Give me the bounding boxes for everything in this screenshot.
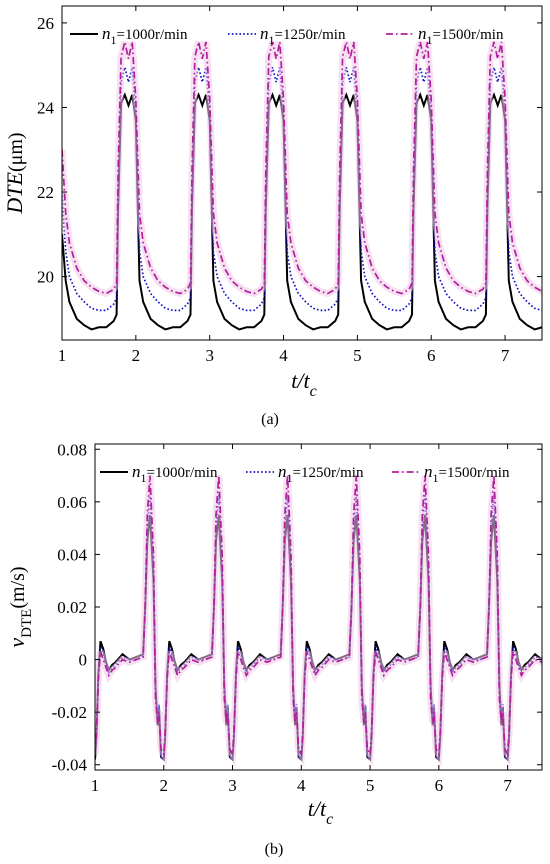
x-tick-label: 1 — [91, 776, 100, 795]
legend-sub: 1 — [427, 33, 433, 47]
legend-item-3: n1=1500r/min — [386, 24, 504, 47]
x-tick-label: 6 — [435, 776, 444, 795]
axes-frame — [61, 5, 543, 341]
x-tick-label: 3 — [205, 346, 214, 365]
legend-var: n — [424, 462, 433, 481]
y-axis-label: DTE(μm) — [2, 132, 27, 214]
panel-caption-text: (b) — [265, 841, 284, 858]
x-tick-label: 3 — [228, 776, 237, 795]
panel-caption: (b) — [265, 841, 284, 858]
x-tick-label: 4 — [279, 346, 288, 365]
legend-var: n — [102, 24, 111, 43]
y-tick-label: 0.02 — [57, 598, 87, 617]
y-axis-label-main: DTE — [2, 171, 27, 214]
x-axis-label-main: t/t — [308, 796, 327, 821]
series-line-3 — [62, 41, 542, 295]
legend-var: n — [278, 462, 287, 481]
legend-rest: =1250r/min — [275, 27, 346, 43]
panel-caption: (a) — [261, 411, 279, 428]
x-axis-label: t/tc — [291, 368, 316, 400]
legend-rest: =1250r/min — [293, 465, 364, 481]
y-tick-label: 0.04 — [57, 545, 87, 564]
y-axis-label: vDTE(m/s) — [4, 566, 35, 647]
y-tick-label: 22 — [37, 183, 54, 202]
legend-rest: =1000r/min — [147, 465, 218, 481]
x-tick-label: 2 — [160, 776, 169, 795]
x-tick-label: 7 — [501, 346, 510, 365]
legend-label: n1=1500r/min — [424, 462, 510, 485]
legend-var: n — [418, 24, 427, 43]
plot-area — [62, 41, 542, 331]
legend-item-3: n1=1500r/min — [392, 462, 510, 485]
legend-sub: 1 — [111, 33, 117, 47]
y-axis-label-unit: (m/s) — [7, 566, 29, 608]
legend-var: n — [260, 24, 269, 43]
y-tick-label: 26 — [37, 14, 54, 33]
x-axis-label-sub: c — [326, 811, 333, 828]
legend-item-1: n1=1000r/min — [70, 24, 188, 47]
x-tick-label: 2 — [132, 346, 141, 365]
legend-sub: 1 — [269, 33, 275, 47]
chart-panel-b: 1 2 3 4 5 6 7 -0.04 -0.02 0 0.02 0.04 0.06 0.08 t/tc vD… — [4, 440, 543, 858]
y-tick-label: -0.04 — [52, 756, 88, 775]
legend-item-2: n1=1250r/min — [228, 24, 346, 47]
y-axis-label-unit: (μm) — [5, 132, 27, 172]
x-tick-label: 6 — [427, 346, 436, 365]
y-axis-label-sub: DTE — [19, 609, 35, 638]
legend-rest: =1500r/min — [439, 465, 510, 481]
x-axis-label-sub: c — [310, 383, 317, 400]
series-halo — [95, 475, 542, 767]
panel-caption-text: (a) — [261, 411, 279, 428]
y-tick-label: 24 — [37, 98, 55, 117]
y-tick-label: 0 — [79, 651, 88, 670]
series-halo — [62, 41, 542, 298]
legend-rest: =1500r/min — [433, 27, 504, 43]
legend-label: n1=1250r/min — [260, 24, 346, 47]
x-tick-label: 1 — [58, 346, 67, 365]
x-tick-label: 5 — [353, 346, 362, 365]
y-axis-label-main: v — [4, 638, 29, 648]
y-tick-label: 0.06 — [57, 493, 87, 512]
legend-label: n1=1250r/min — [278, 462, 364, 485]
x-tick-label: 4 — [297, 776, 306, 795]
legend: n1=1000r/min n1=1250r/min n1=1500r/min — [100, 462, 510, 485]
legend-sub: 1 — [433, 471, 439, 485]
y-tick-label: -0.02 — [52, 703, 87, 722]
legend-sub: 1 — [287, 471, 293, 485]
x-axis-label-main: t/t — [291, 368, 310, 393]
legend-label: n1=1000r/min — [132, 462, 218, 485]
legend-item-1: n1=1000r/min — [100, 462, 218, 485]
y-tick-label: 0.08 — [57, 440, 87, 459]
legend-label: n1=1000r/min — [102, 24, 188, 47]
x-tick-label: 5 — [366, 776, 375, 795]
x-axis-label: t/tc — [308, 796, 333, 828]
y-tick-label: 20 — [37, 268, 54, 287]
legend: n1=1000r/min n1=1250r/min n1=1500r/min — [70, 24, 504, 47]
x-tick-label: 7 — [503, 776, 512, 795]
legend-var: n — [132, 462, 141, 481]
legend-sub: 1 — [141, 471, 147, 485]
legend-label: n1=1500r/min — [418, 24, 504, 47]
legend-rest: =1000r/min — [117, 27, 188, 43]
legend-item-2: n1=1250r/min — [246, 462, 364, 485]
plot-area — [95, 475, 542, 767]
